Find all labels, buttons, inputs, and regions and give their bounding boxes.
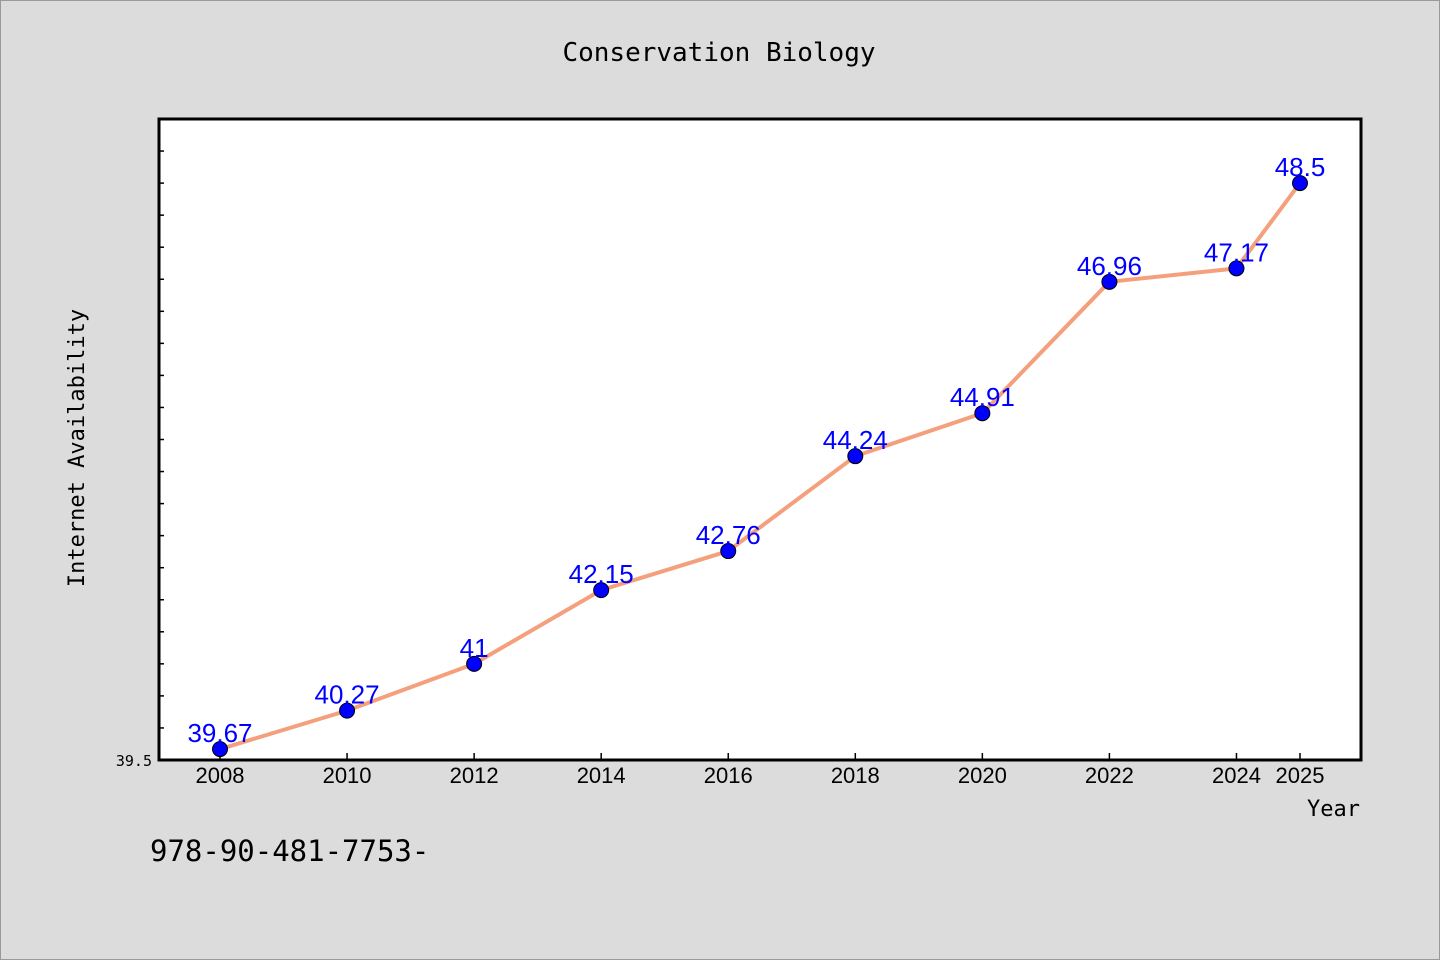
data-point (1228, 260, 1245, 277)
y-axis-minor-ticks (159, 150, 164, 729)
plot-area (157, 117, 1363, 762)
data-point (974, 405, 991, 422)
data-point (593, 582, 610, 599)
x-tick-label: 2010 (323, 763, 372, 788)
chart-title: Conservation Biology (562, 38, 875, 68)
data-label: 47.17 (1204, 237, 1269, 267)
x-tick-label: 2008 (196, 763, 245, 788)
data-label: 44.91 (950, 382, 1015, 412)
data-point (847, 448, 864, 465)
y-axis-label: Internet Availability (65, 309, 90, 587)
x-tick-label: 2022 (1085, 763, 1134, 788)
data-label: 40.27 (315, 680, 380, 710)
x-tick-label: 2024 (1212, 763, 1261, 788)
data-label: 41 (460, 633, 489, 663)
x-tick-label: 2020 (958, 763, 1007, 788)
x-tick-label: 2014 (577, 763, 626, 788)
data-point (1101, 273, 1118, 290)
x-axis-ticks: 2008 2010 2012 2014 2016 2018 2020 2022 2024 2025 (196, 753, 1325, 788)
x-tick-label: 2016 (704, 763, 753, 788)
series-line (219, 181, 1302, 752)
data-label: 44.24 (823, 425, 888, 455)
data-point (466, 655, 483, 672)
data-point (339, 702, 356, 719)
data-label: 48.5 (1275, 152, 1326, 182)
footer-isbn-text: 978-90-481-7753- (150, 834, 429, 868)
data-markers (212, 175, 1308, 758)
data-label: 42.76 (696, 520, 761, 550)
x-axis-label: Year (1307, 797, 1360, 822)
x-tick-label: 2012 (450, 763, 499, 788)
y-tick-label: 39.5 (116, 752, 152, 770)
data-label: 39.67 (187, 718, 252, 748)
data-label: 42.15 (569, 559, 634, 589)
x-tick-label: 2018 (831, 763, 880, 788)
data-point (720, 543, 737, 560)
data-point (212, 741, 228, 758)
data-labels: 39.67 40.27 41 42.15 42.76 44.24 44.91 46.96 47.… (187, 152, 1325, 748)
data-label: 46.96 (1077, 251, 1142, 281)
x-tick-label: 2025 (1276, 763, 1325, 788)
data-point (1292, 175, 1308, 192)
